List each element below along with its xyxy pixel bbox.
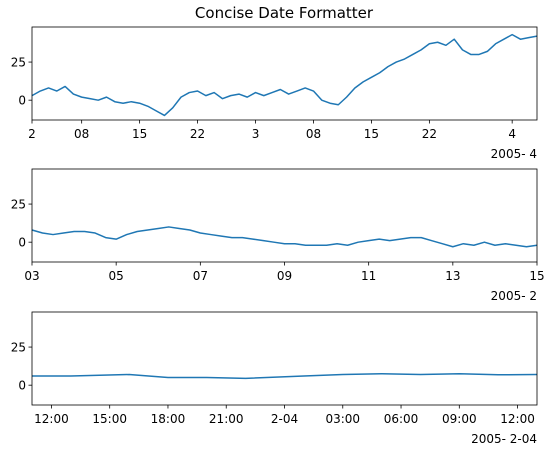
x-tick-label: 09 [277,269,292,283]
x-tick-label: 03:00 [325,412,360,426]
y-tick-label: 25 [11,198,26,212]
x-tick-label: 15 [529,269,544,283]
x-offset-label: 2005- 2-04 [471,432,537,446]
x-offset-label: 2005- 4 [491,147,537,161]
chart-panel-1: 0 25 2 08 15 22 3 08 15 22 4 2005- 4 [11,26,538,161]
chart-title: Concise Date Formatter [195,4,374,22]
x-tick-label: 22 [422,127,437,141]
x-tick-label: 08 [306,127,321,141]
x-tick-label: 07 [193,269,208,283]
series-line-2-1 [31,226,538,248]
chart-panel-3: 0 25 12:00 15:00 18:00 21:00 2-04 03:00 06:00 09:… [11,311,538,446]
x-tick-label: 15 [364,127,379,141]
x-tick-label: 13 [445,269,460,283]
axes-frame-1 [31,26,538,121]
x-tick-label: 22 [190,127,205,141]
x-tick-label: 03 [24,269,39,283]
x-tick-label: 3 [252,127,260,141]
x-tick-label: 06:00 [384,412,419,426]
x-tick-label: 21:00 [209,412,244,426]
x-tick-label: 2 [28,127,36,141]
y-tick-label: 0 [18,236,26,250]
x-tick-label: 08 [74,127,89,141]
x-tick-label: 12:00 [500,412,535,426]
x-tick-label: 2-04 [271,412,298,426]
x-tick-label: 12:00 [34,412,69,426]
chart-panel-2: 0 25 03 05 07 09 11 13 15 2005- 2 [11,168,545,303]
x-tick-label: 09:00 [442,412,477,426]
x-tick-label: 05 [109,269,124,283]
y-tick-label: 0 [18,379,26,393]
x-tick-label: 11 [361,269,376,283]
series-line-3-1 [32,373,538,380]
y-tick-label: 0 [18,94,26,108]
x-tick-label: 4 [508,127,516,141]
x-tick-label: 18:00 [151,412,186,426]
x-offset-label: 2005- 2 [491,289,537,303]
y-tick-label: 25 [11,56,26,70]
x-tick-label: 15 [132,127,147,141]
series-line-1-1 [31,33,538,117]
y-tick-label: 25 [11,341,26,355]
x-tick-label: 15:00 [92,412,127,426]
